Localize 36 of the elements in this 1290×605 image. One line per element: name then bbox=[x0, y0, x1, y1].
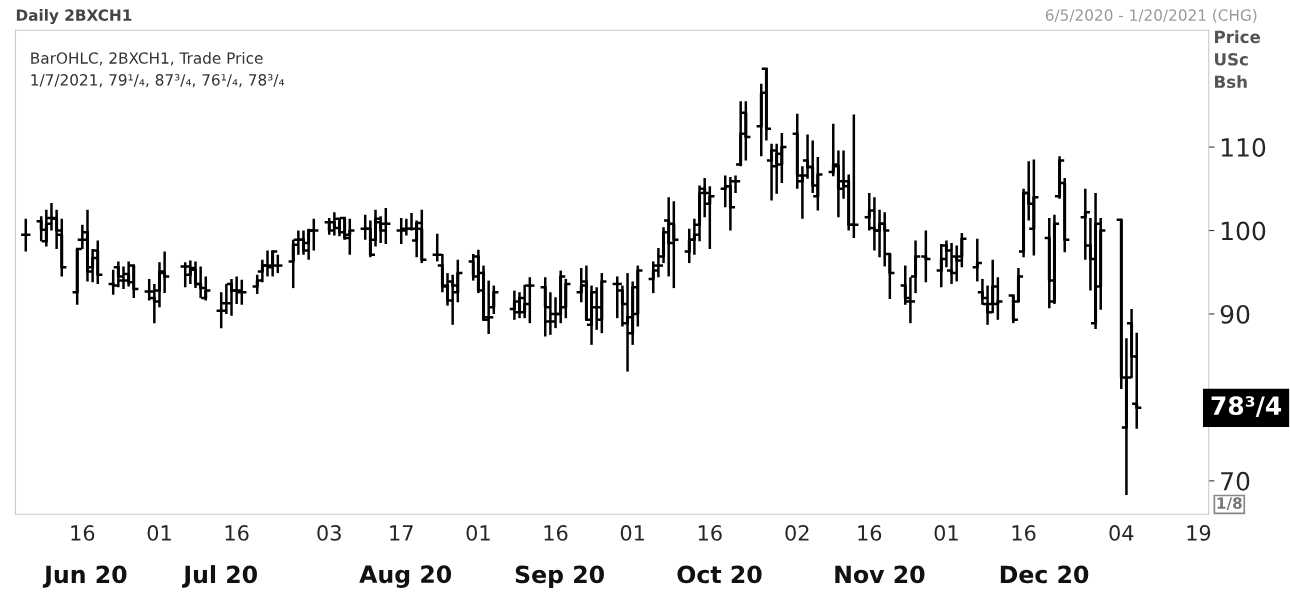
y-tick-label: 100 bbox=[1221, 221, 1266, 241]
y-tick-label: 110 bbox=[1221, 138, 1266, 157]
candlestick bbox=[19, 217, 32, 253]
x-tick-label: 02 bbox=[785, 525, 809, 541]
text: 1/8 bbox=[1217, 497, 1242, 511]
x-tick-label: 01 bbox=[934, 525, 958, 541]
annotation: BarOHLC, 2BXCH1, Trade Price bbox=[31, 52, 263, 66]
candlestick bbox=[739, 99, 752, 162]
x-tick-label: 01 bbox=[147, 525, 171, 541]
x-tick-label: 16 bbox=[698, 525, 722, 541]
y-tick-label: 90 bbox=[1220, 304, 1250, 324]
x-tick-label: 01 bbox=[466, 525, 490, 541]
text: Jun 20 bbox=[42, 565, 127, 588]
y-axis-title: Price USc Bsh bbox=[1215, 30, 1261, 89]
text: Oct 20 bbox=[677, 565, 762, 584]
x-tick-label: 19 bbox=[1187, 525, 1211, 541]
candlestick bbox=[971, 237, 984, 283]
x-tick-label: 16 bbox=[71, 525, 95, 541]
x-tick-label: 16 bbox=[858, 525, 882, 541]
text: Aug 20 bbox=[359, 565, 452, 588]
x-tick-label: 16 bbox=[1012, 525, 1036, 541]
x-tick-label: 04 bbox=[1109, 525, 1134, 541]
x-tick-label: 01 bbox=[620, 525, 645, 541]
annotation: 1/7/2021, 79¹/₄, 87³/₄, 76¹/₄, 78³/₄ bbox=[31, 74, 285, 88]
x-tick-label: 16 bbox=[225, 525, 249, 541]
text: Sep 20 bbox=[515, 565, 604, 588]
text: Dec 20 bbox=[1000, 565, 1089, 584]
annotation: 78³/4 bbox=[1211, 396, 1282, 418]
x-tick-label: 03 bbox=[317, 525, 341, 541]
y-tick-label: 70 bbox=[1221, 471, 1250, 491]
text: Jul 20 bbox=[182, 565, 257, 588]
chart-subtitle: 6/5/2020 - 1/20/2021 (CHG) bbox=[1045, 9, 1257, 23]
text: Nov 20 bbox=[835, 565, 925, 584]
chart-title: Daily 2BXCH1 bbox=[16, 9, 132, 24]
x-tick-label: 16 bbox=[544, 525, 568, 541]
x-tick-label: 17 bbox=[390, 525, 413, 541]
